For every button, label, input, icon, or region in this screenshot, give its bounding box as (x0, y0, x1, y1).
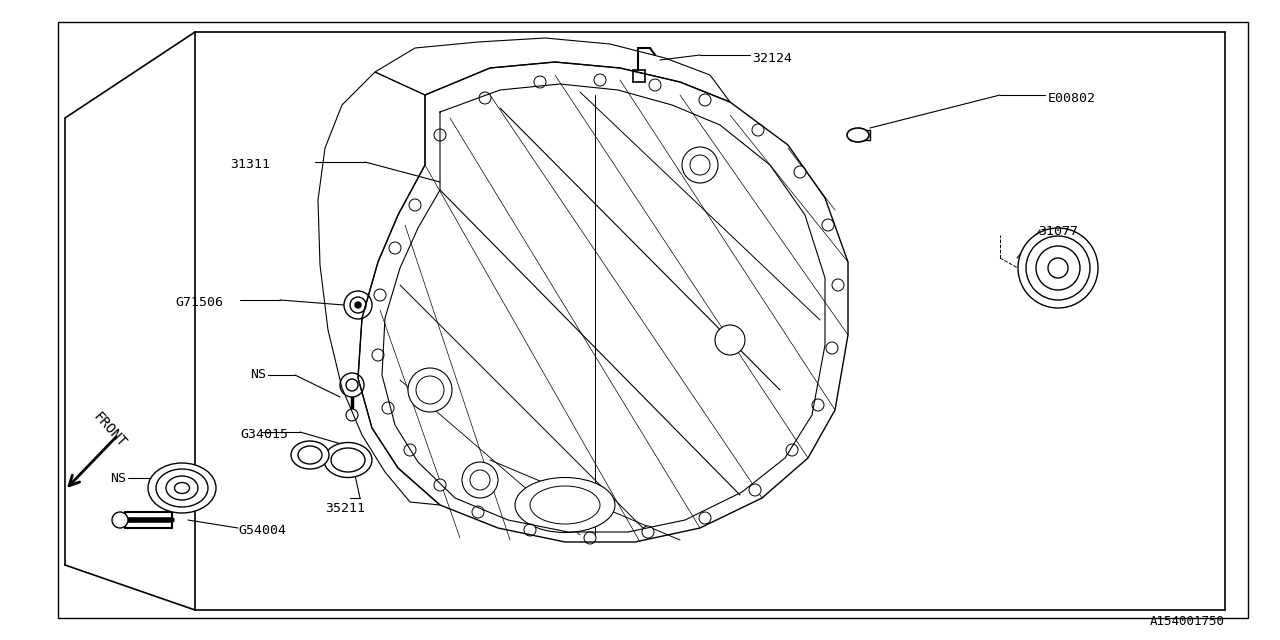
Circle shape (404, 444, 416, 456)
Circle shape (716, 325, 745, 355)
Ellipse shape (291, 441, 329, 469)
Circle shape (822, 219, 835, 231)
Ellipse shape (515, 477, 614, 532)
Text: NS: NS (250, 368, 266, 381)
Circle shape (372, 349, 384, 361)
Circle shape (794, 166, 806, 178)
Ellipse shape (530, 486, 600, 524)
Circle shape (699, 94, 710, 106)
Circle shape (381, 402, 394, 414)
Text: 31077: 31077 (1038, 225, 1078, 238)
Circle shape (434, 129, 445, 141)
Circle shape (682, 147, 718, 183)
Circle shape (584, 532, 596, 544)
Circle shape (462, 462, 498, 498)
Circle shape (1036, 246, 1080, 290)
Circle shape (472, 506, 484, 518)
Text: A154001750: A154001750 (1149, 615, 1225, 628)
Circle shape (355, 302, 361, 308)
Circle shape (374, 289, 387, 301)
Circle shape (349, 297, 366, 313)
Circle shape (408, 368, 452, 412)
Circle shape (346, 409, 358, 421)
Circle shape (786, 444, 797, 456)
Text: G71506: G71506 (175, 296, 223, 309)
Circle shape (1018, 228, 1098, 308)
Text: 35211: 35211 (325, 502, 365, 515)
Ellipse shape (174, 483, 189, 493)
Circle shape (346, 379, 358, 391)
Circle shape (1027, 236, 1091, 300)
Circle shape (753, 124, 764, 136)
Ellipse shape (324, 442, 372, 477)
Text: FRONT: FRONT (90, 410, 128, 451)
Circle shape (344, 291, 372, 319)
Text: G34015: G34015 (241, 428, 288, 441)
Circle shape (594, 74, 605, 86)
Circle shape (643, 526, 654, 538)
Circle shape (812, 399, 824, 411)
Circle shape (416, 376, 444, 404)
Circle shape (410, 199, 421, 211)
Ellipse shape (156, 469, 209, 507)
Circle shape (690, 155, 710, 175)
Ellipse shape (847, 128, 869, 142)
Circle shape (699, 512, 710, 524)
Circle shape (524, 524, 536, 536)
Ellipse shape (298, 446, 323, 464)
Circle shape (832, 279, 844, 291)
Circle shape (649, 79, 660, 91)
Text: 31311: 31311 (230, 158, 270, 171)
Circle shape (1048, 258, 1068, 278)
Circle shape (826, 342, 838, 354)
Ellipse shape (148, 463, 216, 513)
Circle shape (749, 484, 762, 496)
Ellipse shape (332, 448, 365, 472)
Circle shape (479, 92, 492, 104)
Circle shape (434, 479, 445, 491)
Circle shape (470, 470, 490, 490)
Text: E00802: E00802 (1048, 92, 1096, 105)
Text: NS: NS (110, 472, 125, 485)
Circle shape (340, 373, 364, 397)
Circle shape (389, 242, 401, 254)
Text: 32124: 32124 (753, 52, 792, 65)
Circle shape (534, 76, 547, 88)
Circle shape (113, 512, 128, 528)
Text: G54004: G54004 (238, 524, 285, 537)
Ellipse shape (166, 476, 198, 500)
